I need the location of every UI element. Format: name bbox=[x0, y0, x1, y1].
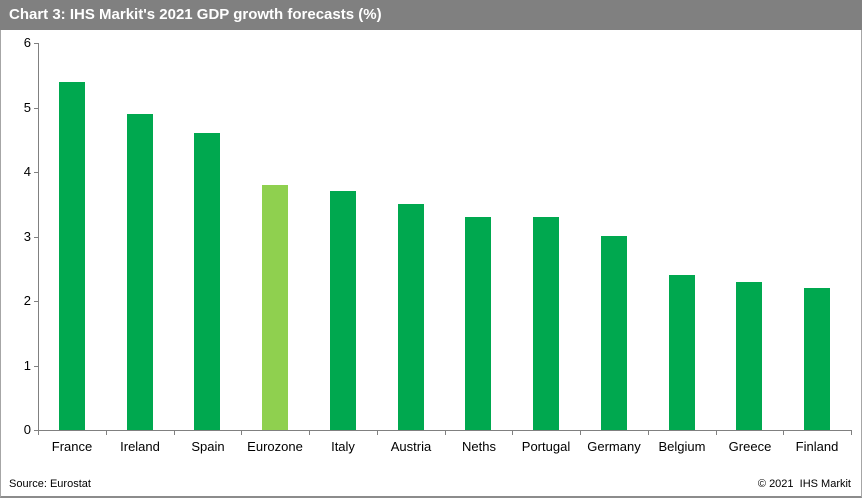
x-axis-tick bbox=[580, 431, 581, 435]
y-axis-tick-label: 1 bbox=[23, 358, 31, 373]
x-axis-label: Spain bbox=[191, 439, 225, 454]
chart-footer: Source: Eurostat © 2021 IHS Markit bbox=[1, 478, 861, 490]
x-axis-label: Portugal bbox=[521, 439, 571, 454]
x-axis-label: France bbox=[51, 439, 93, 454]
source-note: Source: Eurostat bbox=[9, 478, 91, 490]
bar-greece bbox=[736, 282, 762, 430]
chart-title: Chart 3: IHS Markit's 2021 GDP growth fo… bbox=[9, 6, 382, 23]
x-axis-tick bbox=[648, 431, 649, 435]
x-axis-tick bbox=[445, 431, 446, 435]
bar-neths bbox=[465, 217, 491, 430]
y-axis-tick bbox=[34, 237, 38, 238]
plot-area bbox=[38, 43, 852, 431]
bar-finland bbox=[804, 288, 830, 430]
y-axis-tick bbox=[34, 301, 38, 302]
bar-eurozone bbox=[262, 185, 288, 430]
y-axis-tick-label: 2 bbox=[23, 293, 31, 308]
x-axis-tick bbox=[309, 431, 310, 435]
y-axis-tick-label: 5 bbox=[23, 100, 31, 115]
bar-france bbox=[59, 82, 85, 430]
x-axis-tick bbox=[174, 431, 175, 435]
copyright-note: © 2021 IHS Markit bbox=[757, 478, 851, 490]
y-axis-tick-label: 6 bbox=[23, 35, 31, 50]
x-axis-tick bbox=[783, 431, 784, 435]
y-axis-tick bbox=[34, 43, 38, 44]
bar-spain bbox=[194, 133, 220, 430]
bar-portugal bbox=[533, 217, 559, 430]
bar-ireland bbox=[127, 114, 153, 430]
x-axis-label: Neths bbox=[462, 439, 496, 454]
y-axis-tick bbox=[34, 366, 38, 367]
x-axis-label: Belgium bbox=[658, 439, 706, 454]
x-axis-tick bbox=[377, 431, 378, 435]
x-axis-label: Finland bbox=[795, 439, 839, 454]
y-axis-tick-label: 3 bbox=[23, 229, 31, 244]
y-axis-tick bbox=[34, 430, 38, 431]
chart-title-bar: Chart 3: IHS Markit's 2021 GDP growth fo… bbox=[0, 0, 862, 30]
y-axis-tick-label: 0 bbox=[23, 422, 31, 437]
x-axis-label: Germany bbox=[587, 439, 641, 454]
y-axis-tick-label: 4 bbox=[23, 164, 31, 179]
bar-germany bbox=[601, 236, 627, 430]
x-axis-label: Italy bbox=[331, 439, 355, 454]
chart-body: Source: Eurostat © 2021 IHS Markit 0 1 2 3 4… bbox=[0, 30, 862, 498]
x-axis-tick bbox=[241, 431, 242, 435]
x-axis-tick bbox=[38, 431, 39, 435]
x-axis-label: Greece bbox=[728, 439, 772, 454]
y-axis-tick bbox=[34, 172, 38, 173]
x-axis-tick bbox=[851, 431, 852, 435]
bar-italy bbox=[330, 191, 356, 430]
x-axis-label: Ireland bbox=[120, 439, 160, 454]
x-axis-tick bbox=[106, 431, 107, 435]
x-axis-label: Austria bbox=[390, 439, 432, 454]
x-axis-tick bbox=[512, 431, 513, 435]
x-axis-tick bbox=[716, 431, 717, 435]
x-axis-label: Eurozone bbox=[247, 439, 303, 454]
bar-belgium bbox=[669, 275, 695, 430]
bar-austria bbox=[398, 204, 424, 430]
y-axis-tick bbox=[34, 108, 38, 109]
